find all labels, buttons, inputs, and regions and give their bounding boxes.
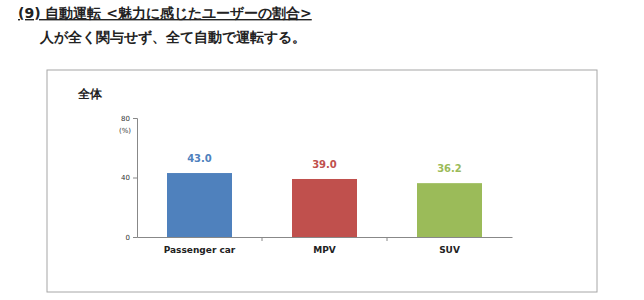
y-tick-label: 80 [121,115,130,123]
bars [167,173,482,237]
x-tick: MPV [313,237,336,255]
panel-title: 全体 [77,87,103,101]
bar [292,179,357,237]
y-axis-line [133,119,138,238]
x-axis: Passenger car MPV SUV [138,237,513,255]
y-tick-mark [133,118,137,119]
panel-frame [47,70,597,292]
y-tick: 0 [126,234,137,242]
data-label: 39.0 [312,159,337,170]
x-tick-label: MPV [313,245,336,255]
y-tick-label: 40 [121,174,130,182]
y-tick-mark [133,237,137,238]
y-axis-label: (%) [119,127,131,135]
y-tick: 40 [121,174,137,182]
chart-svg: (9) 自動運転 <魅力に感じたユーザーの割合> 人が全く関与せず、全て自動で運転… [0,0,644,300]
data-label: 43.0 [187,153,212,164]
x-tick-label: Passenger car [164,245,236,255]
y-tick-label: 0 [126,234,130,242]
bar [167,173,232,237]
y-tick-mark [133,178,137,179]
x-tick: SUV [439,237,460,255]
x-separators [262,237,387,241]
data-label: 36.2 [437,163,462,174]
x-tick-label: SUV [439,245,460,255]
data-labels: 43.0 39.0 36.2 [187,153,462,174]
subtitle: 人が全く関与せず、全て自動で運転する。 [39,29,306,46]
x-tick: Passenger car [164,237,236,255]
x-separator [387,237,388,241]
x-axis-line [138,237,513,238]
title: (9) 自動運転 <魅力に感じたユーザーの割合> [18,5,312,21]
y-tick: 80 [121,115,137,123]
x-separator [262,237,263,241]
bar [417,183,482,237]
